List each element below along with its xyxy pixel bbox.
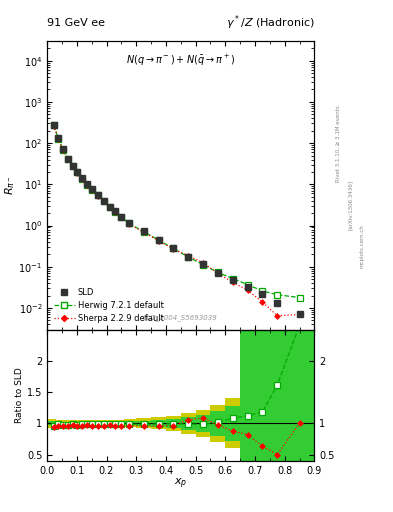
Text: SLD_2004_S5693039: SLD_2004_S5693039 — [143, 314, 218, 321]
Text: mcplots.cern.ch: mcplots.cern.ch — [360, 224, 365, 268]
Text: $\gamma^*/Z$ (Hadronic): $\gamma^*/Z$ (Hadronic) — [226, 14, 314, 32]
X-axis label: $x_p$: $x_p$ — [174, 477, 187, 492]
Y-axis label: Ratio to SLD: Ratio to SLD — [15, 367, 24, 423]
Text: $N(q\rightarrow\pi^-)+N(\bar{q}\rightarrow\pi^+)$: $N(q\rightarrow\pi^-)+N(\bar{q}\rightarr… — [126, 53, 235, 68]
Text: Rivet 3.1.10, ≥ 3.1M events: Rivet 3.1.10, ≥ 3.1M events — [336, 105, 341, 182]
Text: 91 GeV ee: 91 GeV ee — [47, 18, 105, 28]
Legend: SLD, Herwig 7.2.1 default, Sherpa 2.2.9 default: SLD, Herwig 7.2.1 default, Sherpa 2.2.9 … — [51, 285, 166, 326]
Y-axis label: $R_{\pi^-}$: $R_{\pi^-}$ — [3, 176, 17, 195]
Text: [arXiv:1306.3436]: [arXiv:1306.3436] — [348, 180, 353, 230]
